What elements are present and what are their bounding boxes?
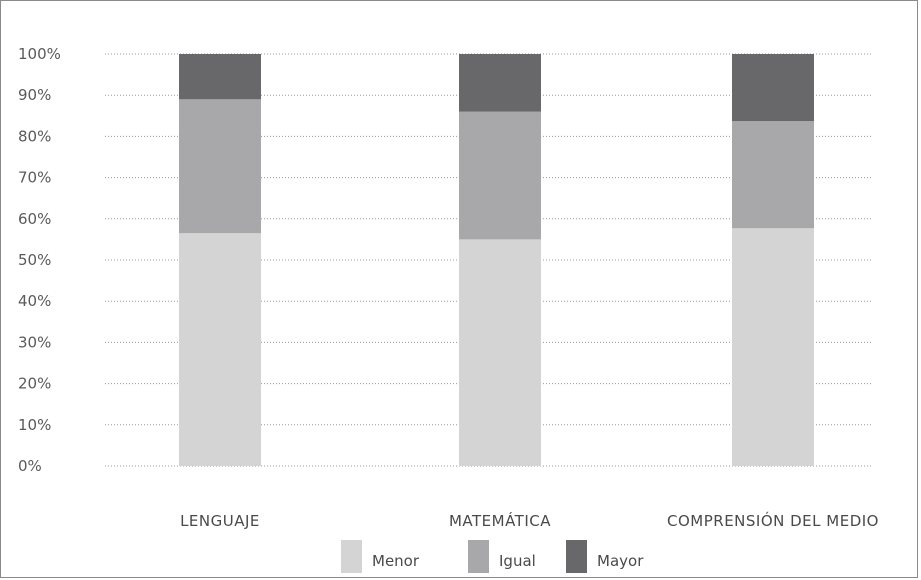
y-tick-label: 10% (18, 416, 51, 434)
y-tick-label: 0% (18, 457, 42, 475)
y-axis-ticks: 0% 10% 20% 30% 40% 50% 60% 70% 80% 90% 100% (18, 45, 61, 475)
bar-segment-mayor (179, 54, 261, 100)
bar-segment-igual (179, 99, 261, 234)
y-tick-label: 90% (18, 86, 51, 104)
y-tick-label: 70% (18, 169, 51, 187)
y-tick-label: 20% (18, 375, 51, 393)
bar-segment-mayor (732, 54, 814, 122)
bar-segment-igual (459, 111, 541, 240)
y-tick-label: 50% (18, 251, 51, 269)
bar-segment-menor (459, 239, 541, 466)
legend-swatch-mayor (566, 540, 587, 573)
x-category-label: COMPRENSIÓN DEL MEDIO (667, 511, 879, 530)
y-tick-label: 60% (18, 210, 51, 228)
x-category-label: LENGUAJE (180, 512, 260, 530)
bar-segment-menor (732, 228, 814, 466)
legend-label-menor: Menor (372, 552, 420, 570)
bar-segment-mayor (459, 54, 541, 112)
bar-segment-menor (179, 233, 261, 466)
legend-swatch-menor (341, 540, 362, 573)
legend-swatch-igual (468, 540, 489, 573)
legend: Menor Igual Mayor (341, 540, 644, 573)
y-tick-label: 30% (18, 333, 51, 351)
y-tick-label: 80% (18, 127, 51, 145)
bar-segment-igual (732, 121, 814, 229)
legend-label-igual: Igual (499, 552, 536, 570)
x-axis-categories: LENGUAJE MATEMÁTICA COMPRENSIÓN DEL MEDIO (180, 511, 879, 530)
x-category-label: MATEMÁTICA (449, 511, 551, 530)
bars (179, 54, 814, 466)
legend-label-mayor: Mayor (597, 552, 644, 570)
y-tick-label: 40% (18, 292, 51, 310)
y-tick-label: 100% (18, 45, 61, 63)
